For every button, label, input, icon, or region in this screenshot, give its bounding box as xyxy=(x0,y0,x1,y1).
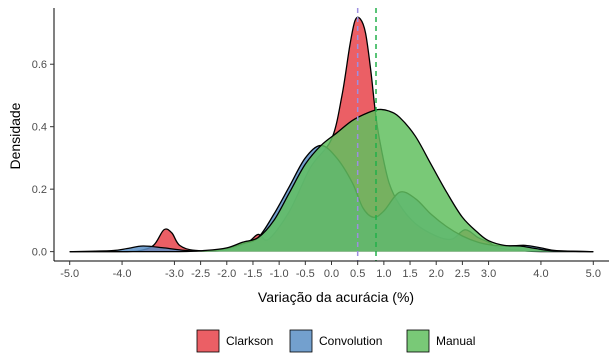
x-ticks: -5.0 -4.0 -3.0 -2.5 -2.0 -1.5 -1.0 -0.5 0.0 0.5 1.… xyxy=(60,261,601,280)
y-tick-label: 0.0 xyxy=(32,247,47,259)
x-tick-label: -2.0 xyxy=(217,268,236,280)
legend: Clarkson Convolution Manual xyxy=(196,329,475,353)
x-tick-label: 2.5 xyxy=(455,268,470,280)
x-tick-label: 1.0 xyxy=(376,268,391,280)
x-tick-label: 0.0 xyxy=(324,268,339,280)
x-tick-label: -4.0 xyxy=(113,268,132,280)
x-tick-label: -1.5 xyxy=(243,268,262,280)
density-area-manual xyxy=(69,109,594,252)
x-tick-label: -0.5 xyxy=(296,268,315,280)
x-tick-label: 4.0 xyxy=(533,268,548,280)
legend-label-manual: Manual xyxy=(436,334,475,348)
x-axis-title: Variação da acurácia (%) xyxy=(258,289,414,305)
x-tick-label: -3.0 xyxy=(165,268,184,280)
y-axis-title: Densidade xyxy=(7,102,23,169)
x-tick-label: 5.0 xyxy=(586,268,601,280)
x-tick-label: 0.5 xyxy=(350,268,365,280)
legend-key-convolution xyxy=(289,329,313,353)
y-tick-label: 0.4 xyxy=(32,122,47,134)
density-areas xyxy=(69,16,594,253)
legend-key-manual xyxy=(406,329,430,353)
y-tick-label: 0.6 xyxy=(32,59,47,71)
x-tick-label: 3.0 xyxy=(481,268,496,280)
x-tick-label: -5.0 xyxy=(60,268,79,280)
x-tick-label: -2.5 xyxy=(191,268,210,280)
mean-lines xyxy=(356,8,377,261)
x-tick-label: -1.0 xyxy=(270,268,289,280)
density-line-manual xyxy=(69,108,594,253)
legend-label-clarkson: Clarkson xyxy=(226,334,273,348)
x-tick-label: 2.0 xyxy=(429,268,444,280)
x-tick-label: 1.5 xyxy=(402,268,417,280)
y-tick-label: 0.2 xyxy=(32,184,47,196)
legend-label-convolution: Convolution xyxy=(319,334,382,348)
y-ticks: 0.0 0.2 0.4 0.6 xyxy=(32,59,54,259)
legend-key-clarkson xyxy=(196,329,220,353)
